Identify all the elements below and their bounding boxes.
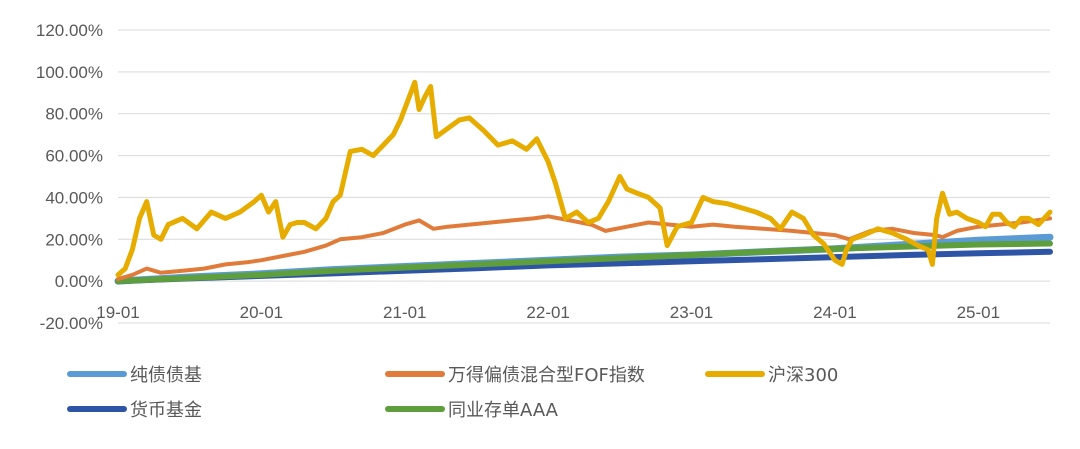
legend-label: 沪深300 <box>768 365 838 386</box>
y-tick-label: 20.00% <box>45 230 103 249</box>
x-tick-label: 21-01 <box>383 303 426 322</box>
grid-layer <box>118 29 1050 324</box>
y-axis-ticks: 120.00% 100.00% 80.00% 60.00% 40.00% 20.00% 0.… <box>36 21 103 333</box>
legend-label: 纯债债基 <box>130 365 202 386</box>
y-tick-label: 100.00% <box>36 63 103 82</box>
x-tick-label: 19-01 <box>96 303 139 322</box>
series-line-2 <box>115 79 1053 278</box>
x-tick-label: 25-01 <box>957 303 1000 322</box>
y-tick-label: 80.00% <box>45 105 103 124</box>
x-tick-label: 20-01 <box>240 303 283 322</box>
y-tick-label: 40.00% <box>45 188 103 207</box>
y-tick-label: 120.00% <box>36 21 103 40</box>
y-tick-label: 0.00% <box>55 272 103 291</box>
x-tick-label: 24-01 <box>813 303 856 322</box>
legend-label: 同业存单AAA <box>448 400 559 421</box>
legend: 纯债债基 万得偏债混合型FOF指数 沪深300 货币基金 同业存单AAA <box>67 365 838 421</box>
y-tick-label: -20.00% <box>40 314 103 333</box>
legend-label: 万得偏债混合型FOF指数 <box>448 365 645 386</box>
x-tick-label: 23-01 <box>670 303 713 322</box>
series-line-1 <box>116 214 1052 282</box>
legend-label: 货币基金 <box>130 400 202 421</box>
series-layer <box>114 79 1054 285</box>
y-tick-label: 60.00% <box>45 147 103 166</box>
x-axis-ticks: 19-01 20-01 21-01 22-01 23-01 24-01 25-01 <box>96 303 1000 322</box>
series-line-4 <box>115 240 1053 285</box>
x-tick-label: 22-01 <box>526 303 569 322</box>
